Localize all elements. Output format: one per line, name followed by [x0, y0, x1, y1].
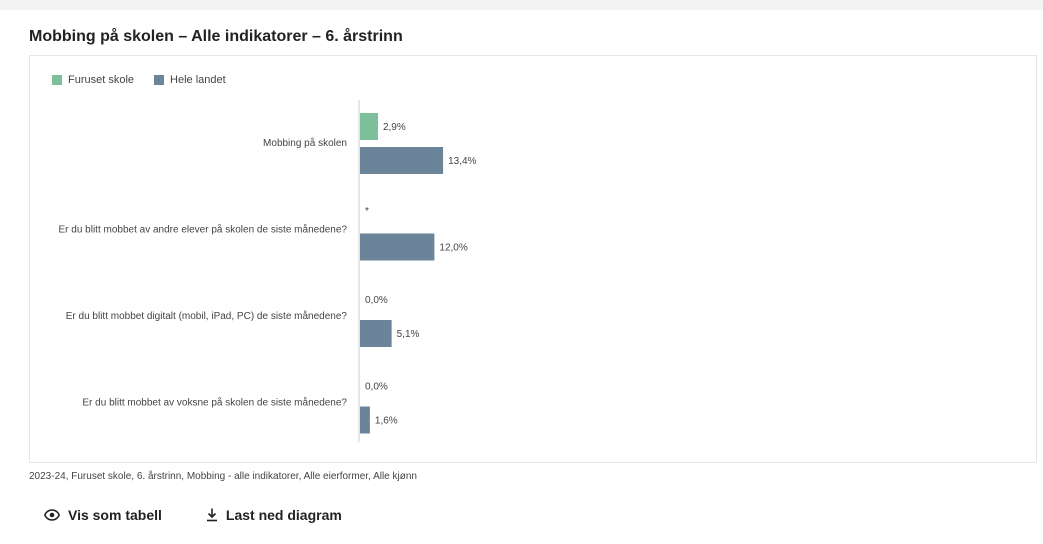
data-label-hele-landet: 13,4%: [448, 156, 476, 167]
show-table-label: Vis som tabell: [68, 507, 162, 523]
data-label-furuset: 0,0%: [365, 382, 388, 393]
data-label-hele-landet: 1,6%: [375, 416, 398, 427]
download-chart-label: Last ned diagram: [225, 507, 342, 523]
legend-swatch-hele-landet: [154, 75, 165, 85]
download-icon: [206, 508, 217, 522]
category-label: Er du blitt mobbet av voksne på skolen d…: [82, 397, 347, 409]
bar-hele-landet: [360, 233, 435, 261]
top-strip: [0, 0, 1043, 10]
download-chart-button[interactable]: Last ned diagram: [206, 507, 342, 523]
legend-label-furuset: Furuset skole: [68, 74, 135, 86]
chart-title: Mobbing på skolen – Alle indikatorer – 6…: [29, 28, 403, 45]
bar-hele-landet: [360, 147, 444, 174]
bar-chart: Mobbing på skolen 2,9% 13,4% Er du blitt mo…: [58, 100, 477, 442]
category-label: Er du blitt mobbet digitalt (mobil, iPad…: [66, 310, 348, 322]
eye-icon: [44, 509, 60, 521]
chart-actions: Vis som tabell Last ned diagram: [44, 507, 342, 523]
legend-label-hele-landet: Hele landet: [170, 74, 226, 86]
data-label-hele-landet: 5,1%: [397, 329, 420, 340]
category-label: Mobbing på skolen: [263, 137, 347, 149]
bar-hele-landet: [360, 406, 370, 434]
legend-item-furuset[interactable]: Furuset skole: [52, 74, 134, 86]
show-table-button[interactable]: Vis som tabell: [44, 507, 162, 523]
data-label-hele-landet: 12,0%: [439, 243, 467, 254]
bar-hele-landet: [360, 320, 392, 347]
legend: Furuset skole Hele landet: [52, 74, 226, 86]
legend-swatch-furuset: [52, 75, 62, 85]
data-label-furuset: *: [365, 206, 369, 217]
bar-furuset: [360, 113, 378, 140]
chart-container: Furuset skole Hele landet Mobbing på sko…: [29, 55, 1037, 463]
category-label: Er du blitt mobbet av andre elever på sk…: [58, 224, 347, 236]
data-label-furuset: 2,9%: [383, 122, 406, 133]
chart-caption: 2023-24, Furuset skole, 6. årstrinn, Mob…: [29, 471, 417, 482]
data-label-furuset: 0,0%: [365, 295, 388, 306]
legend-item-hele-landet[interactable]: Hele landet: [154, 74, 226, 86]
